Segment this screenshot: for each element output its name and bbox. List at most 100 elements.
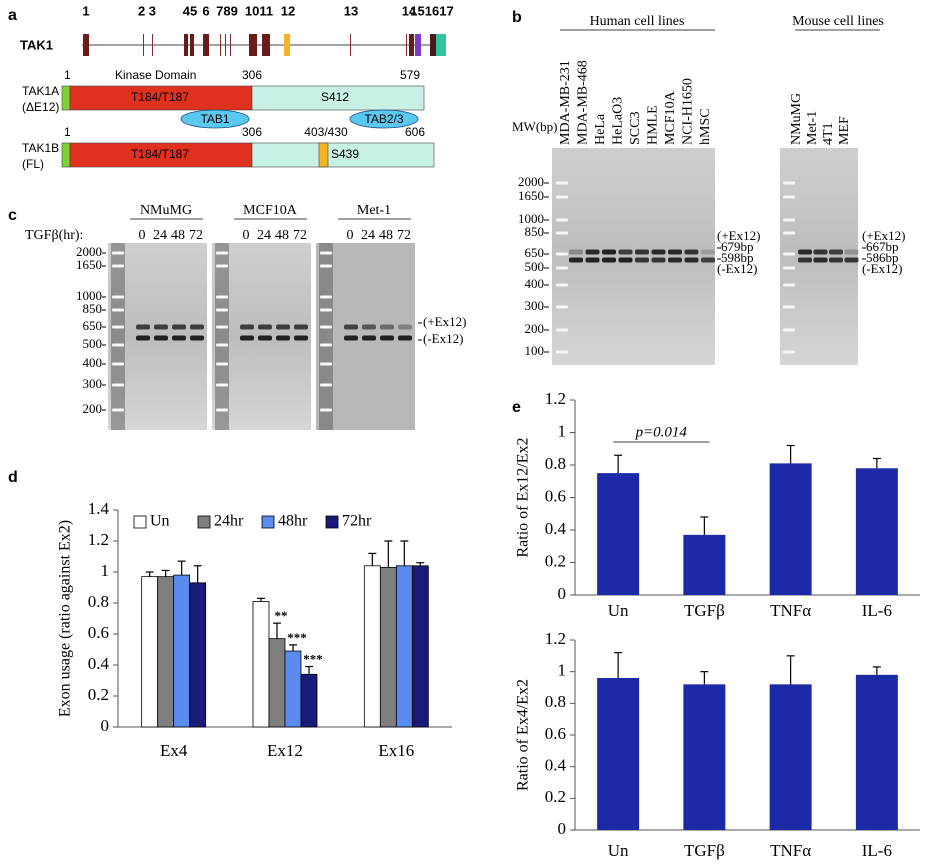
ladder-band	[320, 343, 332, 347]
domain-box	[69, 85, 253, 111]
marker-label: 500	[525, 259, 545, 274]
exon-number: 151617	[410, 3, 453, 18]
y-tick-label: 0.6	[545, 724, 566, 743]
bar	[597, 473, 640, 595]
panel-letter: b	[512, 9, 522, 26]
x-tick-label: Un	[608, 841, 629, 860]
ladder-band	[783, 283, 795, 287]
lane-label: NMuMG	[789, 93, 804, 145]
gel-band	[829, 249, 843, 255]
ladder-band	[216, 408, 228, 412]
ladder-band	[112, 408, 124, 412]
gel	[552, 148, 715, 365]
lane-label: HMLE	[646, 105, 661, 145]
time-point: 48	[171, 228, 185, 243]
ladder-band	[783, 181, 795, 185]
y-tick-label: 0	[101, 716, 110, 735]
position-label: 306	[242, 125, 262, 139]
y-tick-label: 0.6	[88, 623, 109, 642]
time-point: 24	[257, 228, 271, 243]
gel-band	[136, 335, 150, 341]
gel-band	[701, 249, 715, 255]
exon	[415, 34, 421, 56]
ladder-band	[556, 231, 568, 235]
gel-band	[585, 257, 600, 263]
isoform-name: TAK1A	[22, 84, 59, 98]
bar	[173, 574, 191, 728]
ladder-band	[216, 325, 228, 329]
lane-label: 4T1	[821, 122, 836, 145]
ladder-band	[112, 383, 124, 387]
marker-label: 850	[525, 224, 545, 239]
bar	[683, 684, 726, 830]
marker-label: 650	[83, 318, 103, 333]
exon-number: 6	[202, 3, 209, 18]
ladder-band	[320, 362, 332, 366]
marker-label: 300	[83, 376, 103, 391]
ladder-lane	[319, 243, 333, 430]
ladder-band	[216, 295, 228, 299]
legend-label: 48hr	[278, 513, 308, 530]
gel-band	[635, 249, 649, 255]
gel-band	[569, 257, 583, 263]
ladder-band	[216, 264, 228, 268]
ladder-band	[112, 343, 124, 347]
isoform-variant: (ΔE12)	[22, 100, 59, 114]
y-tick-label: 1.2	[545, 389, 566, 408]
partner	[180, 109, 250, 129]
y-axis-label: Exon usage (ratio against Ex2)	[57, 520, 74, 717]
gel-band	[190, 335, 204, 341]
exon	[284, 34, 290, 56]
bar	[769, 463, 812, 595]
exon	[143, 34, 144, 56]
time-point: 48	[379, 228, 393, 243]
y-tick-label: 0.4	[545, 756, 567, 775]
lane-label: SCC3	[628, 112, 643, 145]
gel-band	[276, 335, 290, 341]
marker-label: 400	[83, 355, 103, 370]
gel-band	[602, 257, 616, 263]
lane-label: MDA-MB-468	[576, 60, 591, 145]
position-label: 1	[64, 68, 71, 82]
gel-band	[398, 335, 412, 341]
ladder-band	[556, 218, 568, 222]
y-axis-label: Ratio of Ex12/Ex2	[515, 438, 532, 558]
exon	[350, 34, 351, 56]
position-label: 403/430	[304, 125, 348, 139]
ladder-lane	[111, 243, 125, 430]
exon	[249, 34, 257, 56]
site-label: T184/T187	[131, 90, 189, 104]
marker-label: 1650	[518, 188, 544, 203]
ladder-band	[112, 325, 124, 329]
marker-label: 1000	[518, 211, 544, 226]
gel-band	[651, 249, 666, 255]
ladder-band	[783, 218, 795, 222]
x-tick-label: Ex4	[160, 741, 188, 760]
gel-band	[294, 324, 308, 330]
gel-band	[798, 257, 812, 263]
marker-label: 100	[525, 343, 545, 358]
exon	[184, 34, 188, 56]
bar	[252, 601, 270, 728]
position-label: 579	[400, 68, 420, 82]
size-label: (+Ex12)	[862, 228, 905, 243]
gel-band	[813, 257, 828, 263]
gel-band	[258, 324, 272, 330]
marker-label: 850	[83, 301, 103, 316]
ladder-band	[112, 362, 124, 366]
group-title: NMuMG	[140, 203, 192, 218]
partner-label: TAB1	[200, 112, 229, 126]
ladder-band	[556, 283, 568, 287]
domain-box	[251, 85, 425, 111]
band-label: (-Ex12)	[423, 331, 463, 346]
panel-letter: e	[512, 399, 521, 416]
size-label: 667bp	[866, 239, 899, 254]
gel-band	[276, 324, 290, 330]
y-axis-label: Ratio of Ex4/Ex2	[515, 679, 532, 791]
y-tick-label: 0.8	[545, 692, 566, 711]
y-tick-label: 1	[558, 661, 567, 680]
bar	[284, 650, 302, 728]
y-tick-label: 0	[558, 819, 567, 838]
exon	[83, 34, 89, 56]
